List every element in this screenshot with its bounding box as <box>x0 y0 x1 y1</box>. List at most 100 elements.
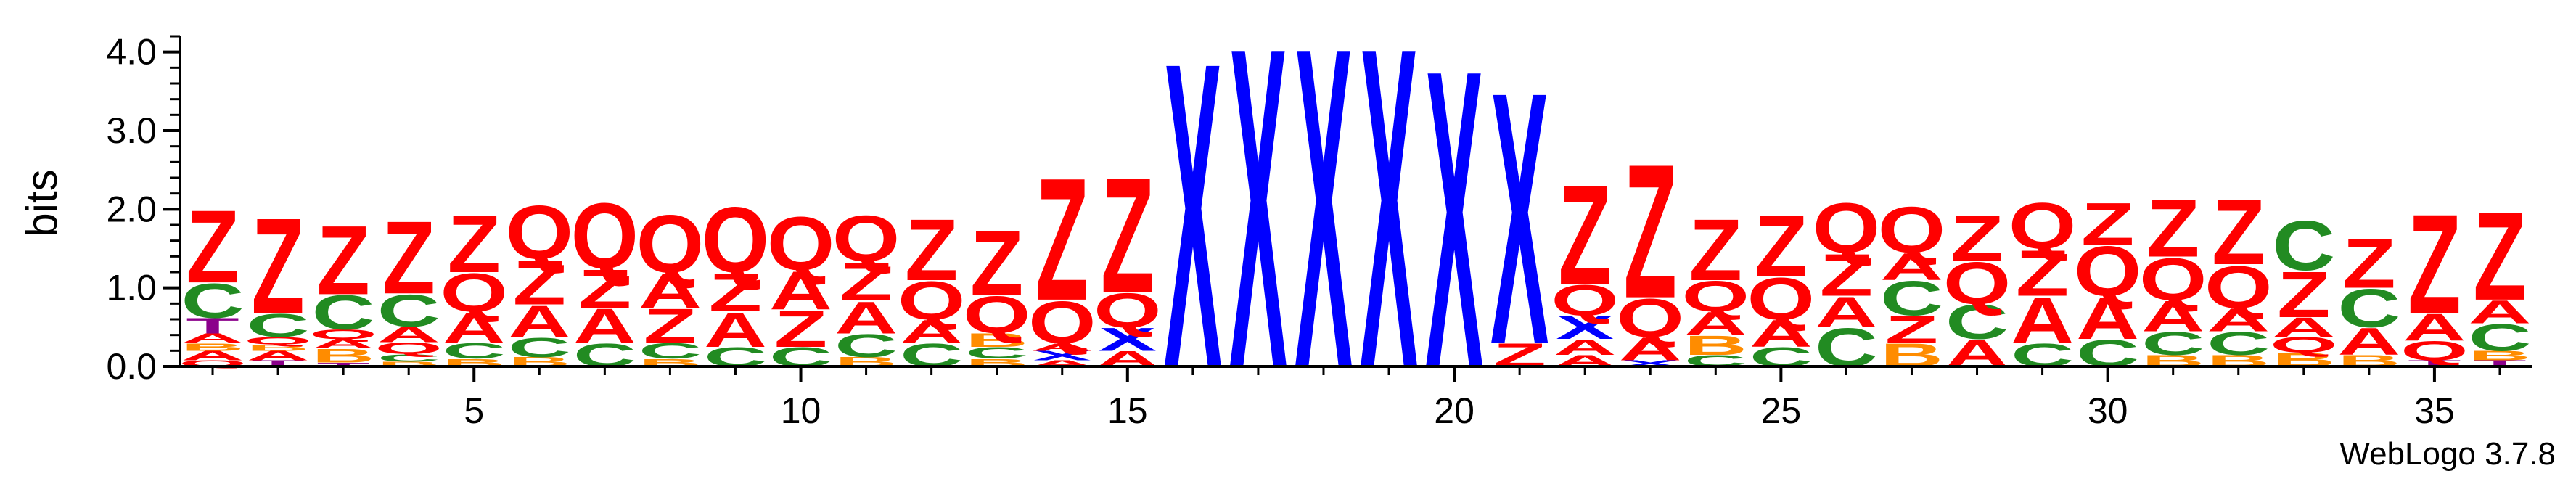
logo-glyph-Q: Q <box>375 340 443 358</box>
logo-glyph-Q: Q <box>1747 265 1815 332</box>
logo-glyph-A: A <box>508 296 571 347</box>
logo-glyph-Q: Q <box>1028 289 1096 356</box>
logo-glyph-A: A <box>1684 305 1747 342</box>
logo-glyph-A: A <box>1619 331 1682 367</box>
logo-glyph-Q: Q <box>571 185 639 288</box>
logo-glyph-A: A <box>1554 335 1617 360</box>
logo-glyph-A: A <box>1815 288 1878 337</box>
logo-glyph-A: A <box>2272 312 2335 343</box>
logo-glyph-Z: Z <box>970 212 1023 315</box>
y-tick-label: 1.0 <box>106 268 157 308</box>
logo-glyph-Q: Q <box>2270 332 2337 357</box>
logo-glyph-C: C <box>2207 325 2270 361</box>
logo-glyph-C: C <box>2469 316 2532 359</box>
logo-glyph-Q: Q <box>963 285 1030 344</box>
logo-glyph-C: C <box>181 274 245 329</box>
logo-glyph-Z: Z <box>644 298 697 353</box>
logo-glyph-C: C <box>834 328 898 364</box>
logo-glyph-B: B <box>312 345 375 366</box>
logo-glyph-Q: Q <box>506 189 573 275</box>
y-tick-label: 2.0 <box>106 189 157 229</box>
logo-glyph-Q: Q <box>1878 193 1945 266</box>
logo-glyph-Z: Z <box>2146 183 2199 274</box>
logo-glyph-Z: Z <box>1820 242 1873 308</box>
logo-glyph-Z: Z <box>1755 197 1808 295</box>
logo-glyph-Z: Z <box>578 258 631 319</box>
logo-glyph-Q: Q <box>1551 276 1618 325</box>
logo-glyph-Z: Z <box>2342 224 2395 303</box>
logo-glyph-A: A <box>181 331 245 345</box>
logo-glyph-Z: Z <box>840 251 893 312</box>
logo-glyph-Z: Z <box>2473 186 2526 327</box>
logo-glyph-A: A <box>312 337 375 351</box>
logo-glyph-Z: Z <box>1101 144 1154 327</box>
logo-glyph-Z: Z <box>1035 143 1088 337</box>
x-tick-label: 35 <box>2414 390 2455 431</box>
logo-glyph-X: X <box>1556 310 1614 346</box>
logo-glyph-Q: Q <box>2204 253 2272 320</box>
logo-glyph-A: A <box>2403 306 2466 349</box>
axes-layer: 0.0 1.0 2.0 3.0 4.0 5 10 15 20 25 30 35 <box>106 32 2532 431</box>
x-tick-label: 25 <box>1761 390 1802 431</box>
logo-glyph-A: A <box>573 298 636 353</box>
logo-glyph-B: B <box>247 343 310 353</box>
logo-glyph-Q: Q <box>832 202 900 275</box>
logo-glyph-T: T <box>316 361 369 367</box>
glyph-layer: QABATCZTABQCZTBAQCZBCQACZBCAQZBCAZQCAZQB… <box>179 0 2531 464</box>
weblogo-credit: WebLogo 3.7.8 <box>2339 436 2556 472</box>
logo-glyph-X: X <box>1360 0 1419 464</box>
logo-glyph-A: A <box>2076 284 2139 351</box>
logo-glyph-C: C <box>508 332 571 363</box>
logo-glyph-Z: Z <box>2277 258 2330 331</box>
logo-glyph-Q: Q <box>767 201 834 287</box>
logo-glyph-C: C <box>2141 325 2204 361</box>
logo-glyph-X: X <box>1490 17 1549 419</box>
y-tick-label: 0.0 <box>106 346 157 387</box>
logo-glyph-A: A <box>2207 302 2270 338</box>
logo-glyph-Z: Z <box>382 200 435 315</box>
logo-glyph-A: A <box>377 322 440 347</box>
logo-glyph-Z: Z <box>1885 308 1938 351</box>
logo-glyph-Q: Q <box>1813 189 1880 268</box>
logo-glyph-Z: Z <box>1951 201 2003 274</box>
logo-glyph-Q: Q <box>1943 250 2011 316</box>
x-tick-label: 5 <box>464 390 484 431</box>
logo-glyph-X: X <box>1229 0 1288 464</box>
logo-glyph-C: C <box>2338 278 2401 339</box>
logo-glyph-Q: Q <box>440 263 508 324</box>
logo-glyph-B: B <box>377 361 440 368</box>
logo-glyph-Q: Q <box>2074 232 2141 311</box>
logo-glyph-Z: Z <box>905 202 958 299</box>
logo-glyph-A: A <box>443 304 506 353</box>
logo-glyph-A: A <box>2141 292 2204 340</box>
logo-glyph-Q: Q <box>898 270 965 331</box>
logo-glyph-X: X <box>1425 0 1484 457</box>
logo-glyph-A: A <box>2338 320 2401 363</box>
logo-glyph-Z: Z <box>1689 202 1742 299</box>
logo-glyph-Z: Z <box>1559 156 1612 314</box>
logo-glyph-C: C <box>639 339 702 364</box>
y-tick-label: 4.0 <box>106 32 157 73</box>
logo-glyph-Q: Q <box>636 198 704 290</box>
logo-glyph-A: A <box>704 303 767 358</box>
logo-glyph-A: A <box>639 263 702 319</box>
logo-glyph-Q: Q <box>2400 335 2468 366</box>
logo-glyph-Q: Q <box>2009 189 2076 263</box>
logo-glyph-X: X <box>1164 0 1223 459</box>
logo-glyph-Z: Z <box>774 299 827 358</box>
logo-glyph-A: A <box>247 348 310 363</box>
logo-glyph-Q: Q <box>1682 272 1750 321</box>
logo-glyph-A: A <box>900 313 963 350</box>
x-tick-label: 30 <box>2088 390 2128 431</box>
logo-glyph-A: A <box>1880 245 1943 288</box>
logo-glyph-Z: Z <box>186 189 239 304</box>
x-tick-label: 20 <box>1434 390 1474 431</box>
logo-glyph-C: C <box>965 344 1028 362</box>
logo-glyph-Z: Z <box>709 263 762 324</box>
logo-glyph-Q: Q <box>1617 287 1684 348</box>
logo-glyph-C: C <box>247 308 310 344</box>
logo-glyph-A: A <box>1750 312 1813 355</box>
logo-glyph-B: B <box>965 329 1028 351</box>
logo-glyph-C: C <box>312 285 375 340</box>
logo-glyph-Z: Z <box>2212 181 2265 284</box>
